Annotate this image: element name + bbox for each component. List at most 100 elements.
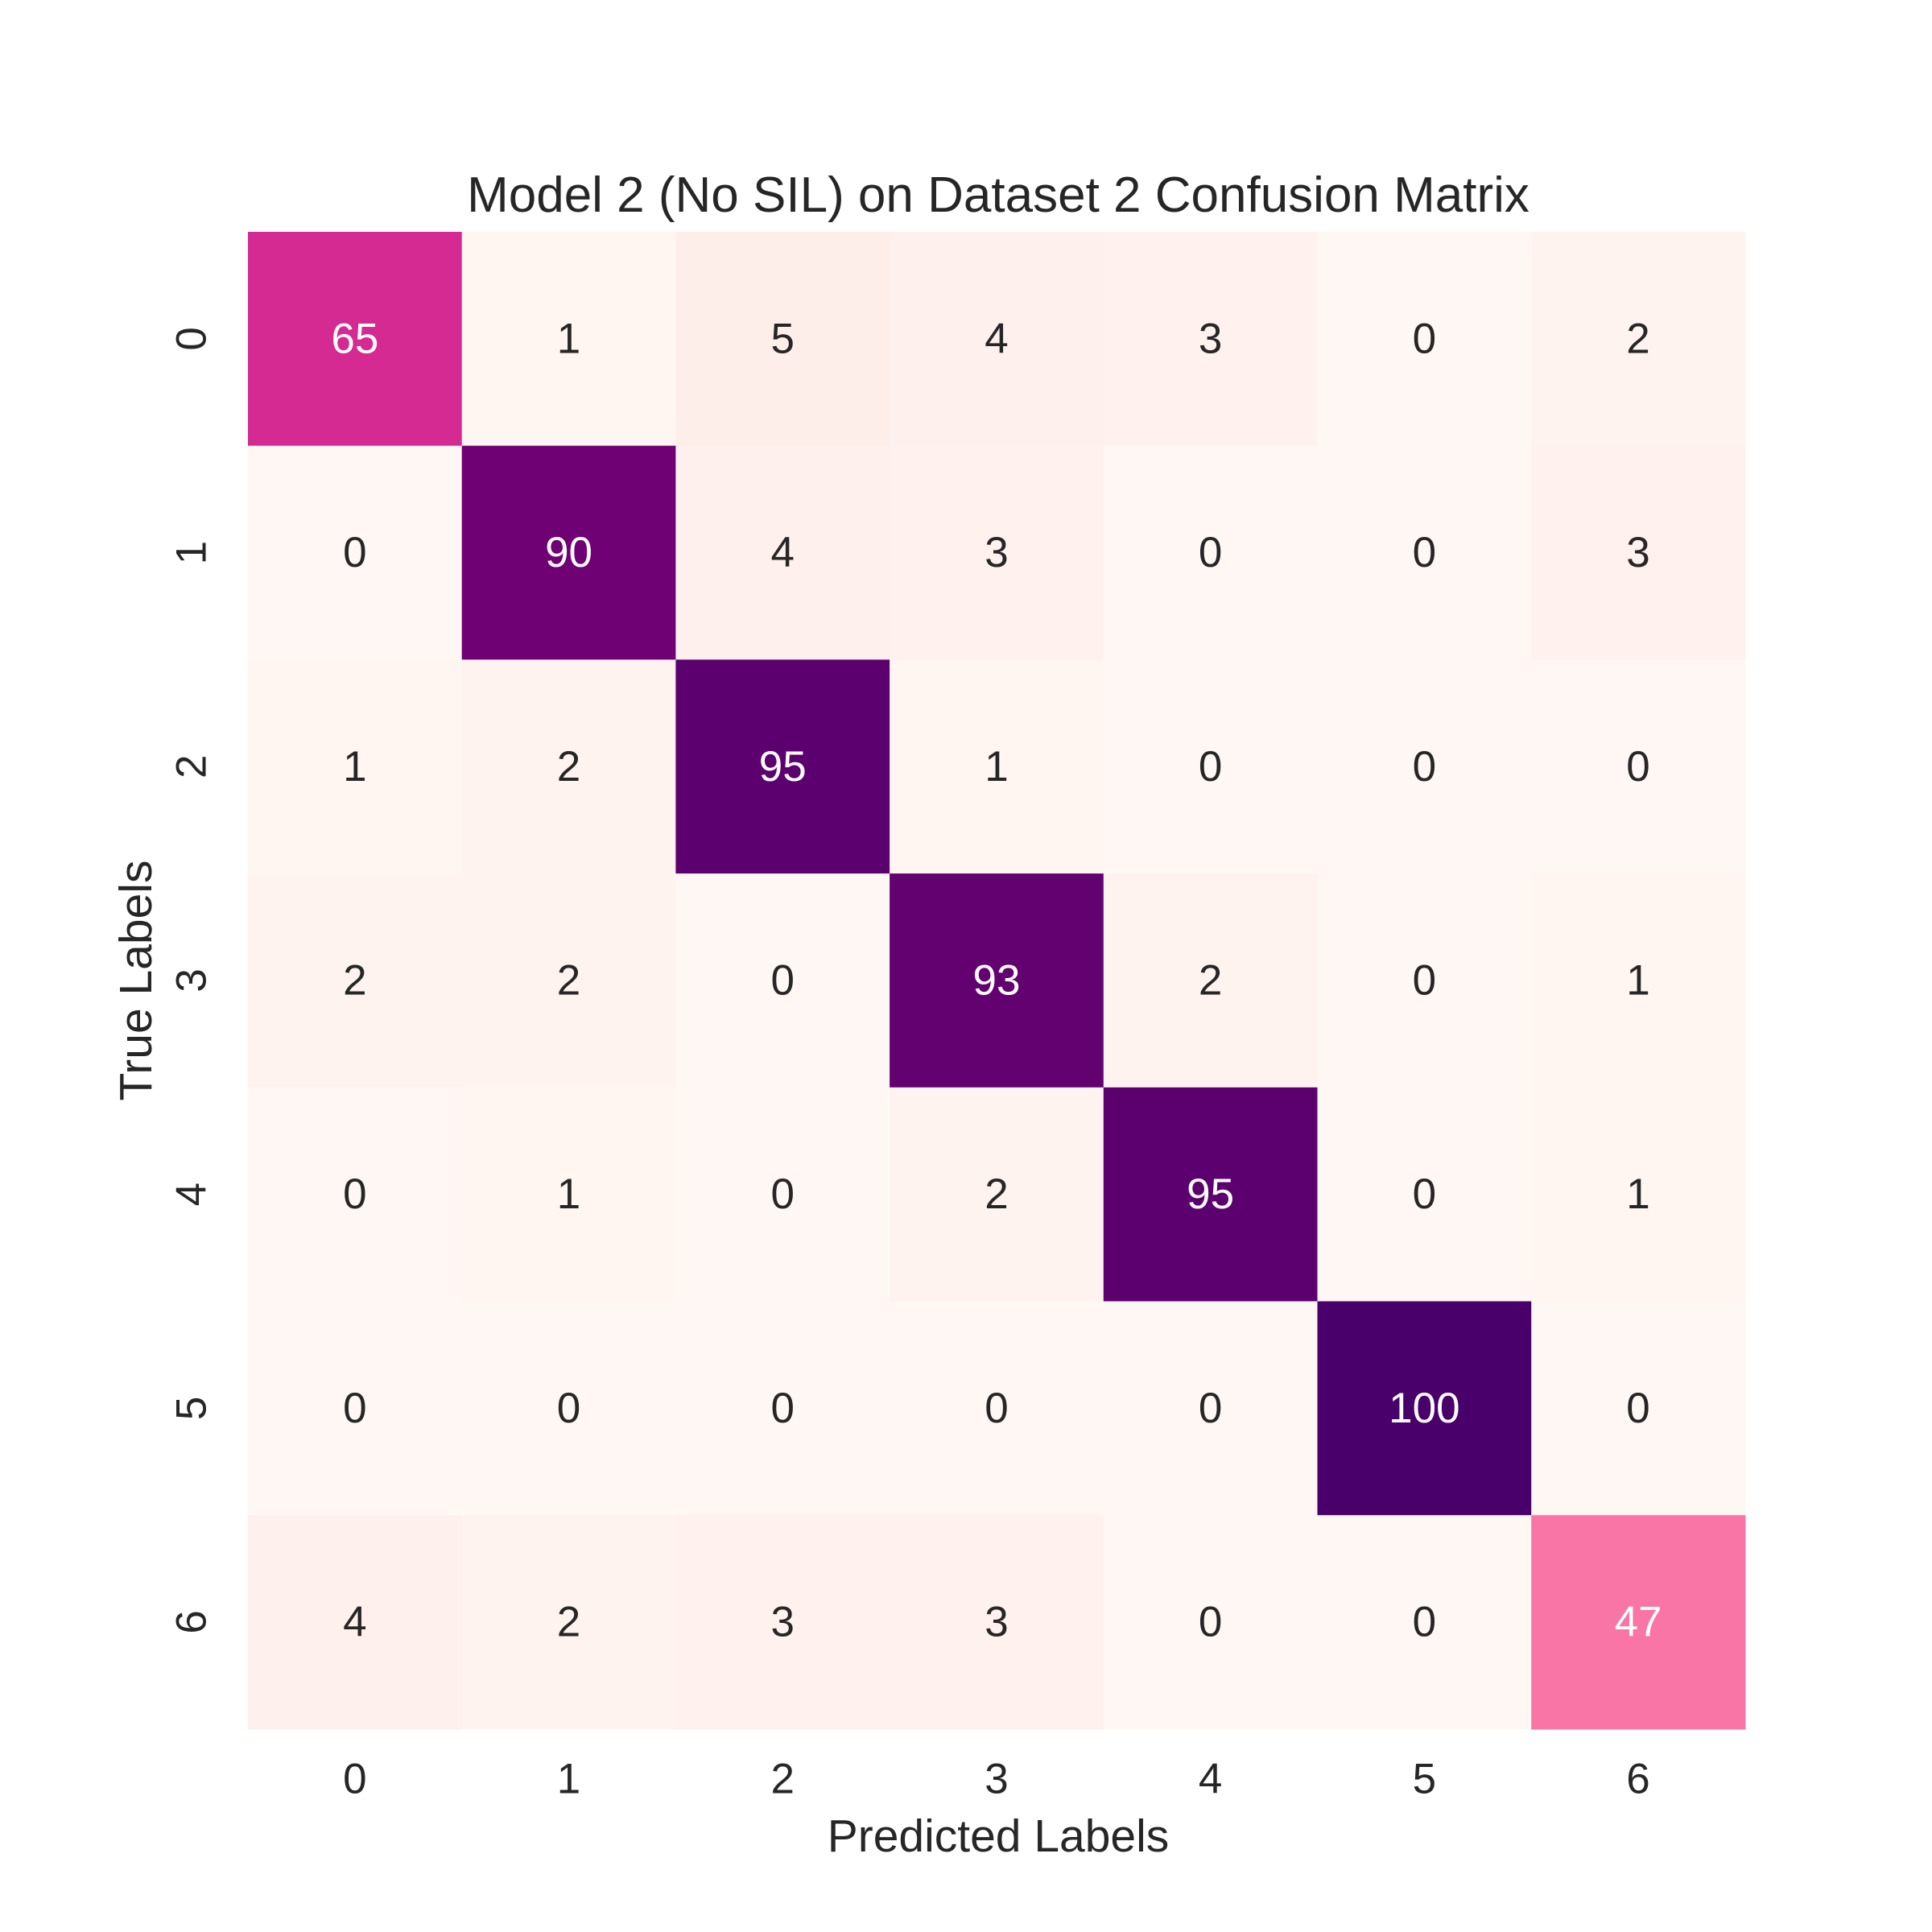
heatmap-cell-r1-c1 [461, 445, 676, 660]
heatmap-cell-r6-c4 [1103, 1515, 1319, 1730]
heatmap-cell-r4-c1 [461, 1087, 676, 1302]
heatmap-cell-r5-c5 [1317, 1301, 1532, 1516]
cell-value-r4-c4: 95 [1187, 1170, 1234, 1218]
heatmap-cell-r2-c3 [890, 659, 1104, 874]
cell-value-r2-c6: 0 [1626, 743, 1649, 791]
heatmap-cell-r0-c2 [675, 232, 890, 447]
heatmap-cell-r0-c4 [1103, 232, 1319, 447]
heatmap-cells: 65 1 5 4 3 0 20 90 4 3 0 0 31 2 95 1 0 0 02 2 0 93 2 0 10 1 0 2 95 0 1… [248, 232, 1746, 1730]
y-tick-label-3: 3 [168, 968, 216, 992]
cell-value-r5-c0: 0 [343, 1385, 366, 1432]
cell-value-r1-c0: 0 [343, 529, 366, 576]
heatmap-cell-r2-c4 [1103, 659, 1319, 874]
x-tick-label-2: 2 [771, 1756, 795, 1803]
cell-value-r6-c4: 0 [1199, 1599, 1222, 1646]
heatmap-cell-r1-c2 [675, 445, 890, 660]
heatmap-cell-r3-c1 [461, 873, 676, 1088]
cell-value-r5-c5: 100 [1389, 1385, 1459, 1432]
heatmap-cell-r4-c6 [1531, 1087, 1746, 1302]
cell-value-r0-c4: 3 [1199, 315, 1222, 362]
cell-value-r3-c3: 93 [972, 956, 1020, 1004]
cell-value-r6-c0: 4 [343, 1599, 366, 1646]
heatmap-cell-r2-c0 [248, 659, 463, 874]
heatmap-cell-r4-c2 [675, 1087, 890, 1302]
y-tick-label-4: 4 [168, 1183, 216, 1206]
cell-value-r4-c1: 1 [557, 1170, 580, 1218]
y-tick-label-1: 1 [168, 541, 216, 564]
heatmap-cell-r3-c5 [1317, 873, 1532, 1088]
cell-value-r3-c4: 2 [1199, 956, 1222, 1004]
heatmap-cell-r4-c3 [890, 1087, 1104, 1302]
cell-value-r3-c6: 1 [1626, 956, 1649, 1004]
cell-value-r0-c3: 4 [985, 315, 1008, 362]
x-tick-label-6: 6 [1626, 1756, 1649, 1803]
cell-value-r6-c1: 2 [557, 1599, 580, 1646]
heatmap-cell-r2-c5 [1317, 659, 1532, 874]
heatmap-cell-r3-c6 [1531, 873, 1746, 1088]
heatmap-cell-r6-c2 [675, 1515, 890, 1730]
cell-value-r5-c1: 0 [557, 1385, 580, 1432]
heatmap-cell-r2-c6 [1531, 659, 1746, 874]
y-tick-label-6: 6 [168, 1610, 216, 1633]
heatmap-cell-r6-c5 [1317, 1515, 1532, 1730]
heatmap-cell-r1-c6 [1531, 445, 1746, 660]
x-axis-label: Predicted Labels [828, 1810, 1170, 1862]
heatmap-cell-r6-c1 [461, 1515, 676, 1730]
cell-value-r4-c6: 1 [1626, 1170, 1649, 1218]
x-tick-label-5: 5 [1413, 1756, 1436, 1803]
x-tick-label-1: 1 [557, 1756, 580, 1803]
y-tick-label-0: 0 [168, 327, 216, 350]
cell-value-r6-c6: 47 [1615, 1599, 1662, 1646]
cell-value-r1-c6: 3 [1626, 529, 1649, 576]
heatmap-cell-r1-c0 [248, 445, 463, 660]
heatmap-cell-r3-c2 [675, 873, 890, 1088]
chart-title: Model 2 (No SIL) on Dataset 2 Confusion … [467, 167, 1530, 223]
heatmap-cell-r6-c3 [890, 1515, 1104, 1730]
y-axis-label: True Labels [110, 861, 162, 1101]
x-tick-label-3: 3 [985, 1756, 1008, 1803]
cell-value-r2-c3: 1 [985, 743, 1008, 791]
heatmap-cell-r5-c1 [461, 1301, 676, 1516]
x-tick-label-4: 4 [1199, 1756, 1222, 1803]
cell-value-r5-c6: 0 [1626, 1385, 1649, 1432]
cell-value-r1-c2: 4 [771, 529, 795, 576]
heatmap-cell-r1-c4 [1103, 445, 1319, 660]
cell-value-r0-c0: 65 [331, 315, 378, 362]
heatmap-cell-r6-c0 [248, 1515, 463, 1730]
heatmap-cell-r4-c4 [1103, 1087, 1319, 1302]
cell-value-r3-c0: 2 [343, 956, 366, 1004]
cell-value-r2-c2: 95 [759, 743, 807, 791]
heatmap-cell-r3-c4 [1103, 873, 1319, 1088]
heatmap-cell-r5-c3 [890, 1301, 1104, 1516]
x-axis-ticks: 0 1 2 3 4 5 6 [343, 1756, 1650, 1803]
heatmap-cell-r0-c0 [248, 232, 463, 447]
heatmap-cell-r2-c1 [461, 659, 676, 874]
cell-value-r3-c2: 0 [771, 956, 795, 1004]
cell-value-r1-c3: 3 [985, 529, 1008, 576]
cell-value-r1-c5: 0 [1413, 529, 1436, 576]
cell-value-r4-c0: 0 [343, 1170, 366, 1218]
heatmap-cell-r4-c0 [248, 1087, 463, 1302]
heatmap-cell-r0-c6 [1531, 232, 1746, 447]
heatmap-cell-r6-c6 [1531, 1515, 1746, 1730]
cell-value-r2-c1: 2 [557, 743, 580, 791]
cell-value-r3-c1: 2 [557, 956, 580, 1004]
cell-value-r6-c2: 3 [771, 1599, 795, 1646]
cell-value-r4-c5: 0 [1413, 1170, 1436, 1218]
heatmap-cell-r5-c4 [1103, 1301, 1319, 1516]
heatmap-cell-r5-c6 [1531, 1301, 1746, 1516]
heatmap-cell-r3-c0 [248, 873, 463, 1088]
heatmap-cell-r1-c5 [1317, 445, 1532, 660]
cell-value-r3-c5: 0 [1413, 956, 1436, 1004]
cell-value-r2-c5: 0 [1413, 743, 1436, 791]
heatmap-cell-r1-c3 [890, 445, 1104, 660]
cell-value-r2-c4: 0 [1199, 743, 1222, 791]
heatmap-cell-r0-c3 [890, 232, 1104, 447]
cell-value-r2-c0: 1 [343, 743, 366, 791]
heatmap-cell-r3-c3 [890, 873, 1104, 1088]
x-tick-label-0: 0 [343, 1756, 366, 1803]
heatmap-cell-r0-c1 [461, 232, 676, 447]
cell-value-r1-c1: 90 [545, 529, 592, 576]
cell-value-r6-c5: 0 [1413, 1599, 1436, 1646]
